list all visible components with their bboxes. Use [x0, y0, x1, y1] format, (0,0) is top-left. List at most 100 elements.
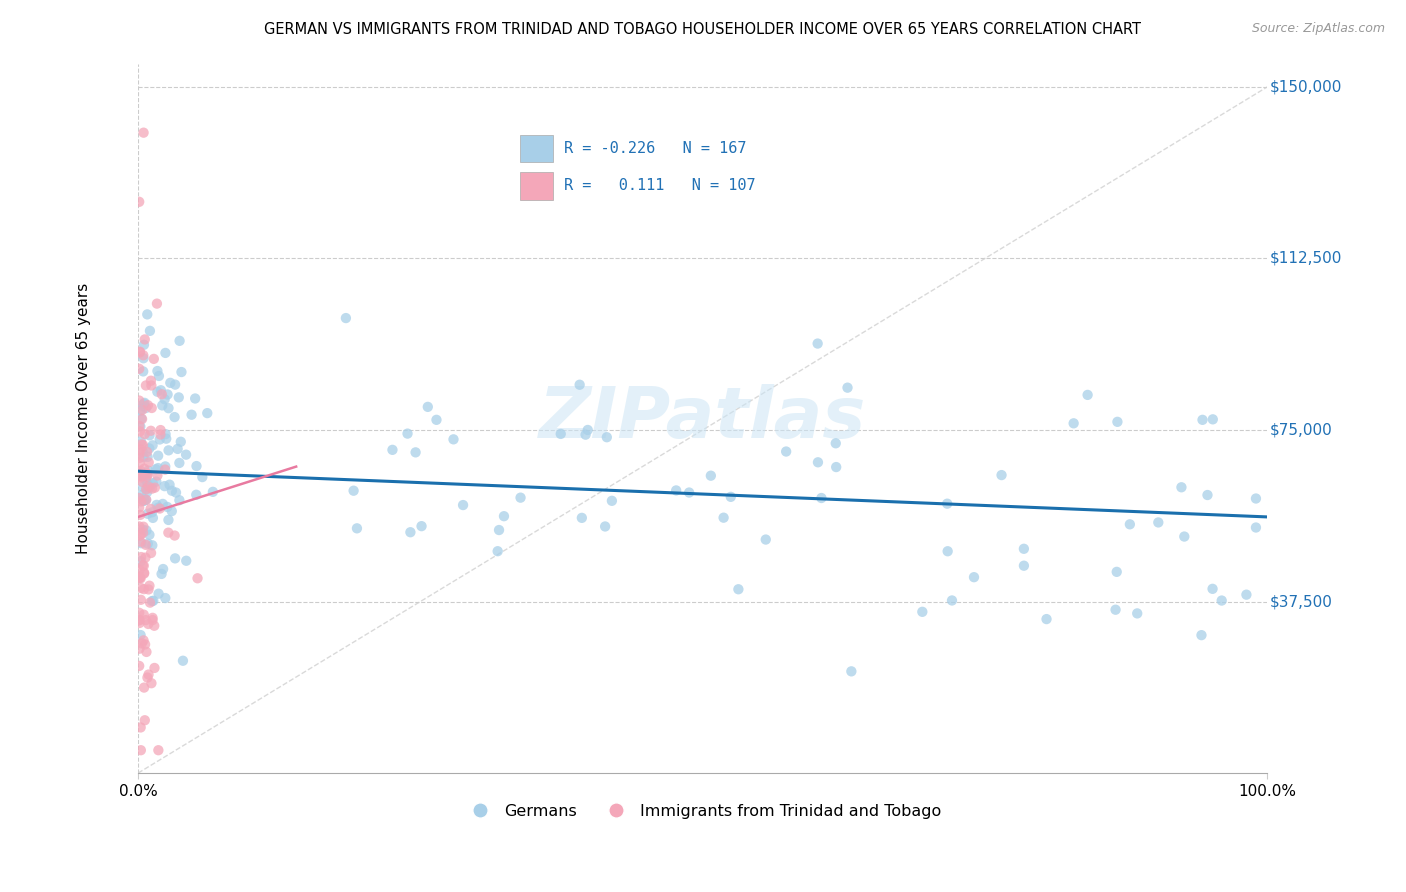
Germans — [157, 443, 180, 458]
Germans — [170, 365, 193, 379]
Immigrants from Trinidad and Tobago — [134, 550, 156, 565]
Immigrants from Trinidad and Tobago — [128, 466, 150, 480]
Germans — [411, 519, 433, 533]
Immigrants from Trinidad and Tobago — [129, 442, 152, 457]
Immigrants from Trinidad and Tobago — [141, 401, 163, 415]
Germans — [155, 346, 177, 360]
Germans — [163, 410, 186, 425]
Immigrants from Trinidad and Tobago — [186, 571, 208, 585]
Text: Householder Income Over 65 years: Householder Income Over 65 years — [76, 283, 91, 554]
Immigrants from Trinidad and Tobago — [129, 721, 152, 735]
Immigrants from Trinidad and Tobago — [129, 549, 152, 564]
Germans — [138, 528, 160, 542]
Immigrants from Trinidad and Tobago — [141, 676, 163, 690]
Germans — [131, 399, 153, 413]
Immigrants from Trinidad and Tobago — [148, 743, 170, 757]
Immigrants from Trinidad and Tobago — [128, 194, 150, 209]
Germans — [509, 491, 531, 505]
Immigrants from Trinidad and Tobago — [131, 475, 153, 489]
Germans — [550, 426, 572, 441]
Germans — [665, 483, 688, 498]
Germans — [342, 483, 364, 498]
Germans — [1147, 516, 1170, 530]
Germans — [131, 444, 153, 458]
Germans — [335, 311, 357, 326]
Germans — [1035, 612, 1057, 626]
Immigrants from Trinidad and Tobago — [142, 351, 165, 366]
Germans — [807, 455, 830, 469]
Immigrants from Trinidad and Tobago — [132, 633, 155, 648]
Immigrants from Trinidad and Tobago — [129, 581, 152, 595]
Germans — [136, 450, 159, 464]
Immigrants from Trinidad and Tobago — [163, 528, 186, 542]
Immigrants from Trinidad and Tobago — [128, 613, 150, 627]
Immigrants from Trinidad and Tobago — [129, 527, 152, 541]
Immigrants from Trinidad and Tobago — [136, 467, 159, 482]
Immigrants from Trinidad and Tobago — [128, 450, 150, 465]
Germans — [1012, 541, 1035, 556]
Germans — [596, 430, 619, 444]
Legend: Germans, Immigrants from Trinidad and Tobago: Germans, Immigrants from Trinidad and To… — [457, 797, 948, 825]
Immigrants from Trinidad and Tobago — [128, 571, 150, 585]
Germans — [149, 433, 172, 447]
Immigrants from Trinidad and Tobago — [136, 398, 159, 412]
Germans — [155, 459, 177, 474]
Immigrants from Trinidad and Tobago — [141, 378, 163, 392]
Immigrants from Trinidad and Tobago — [157, 525, 180, 540]
Germans — [145, 498, 167, 512]
Immigrants from Trinidad and Tobago — [128, 361, 150, 376]
Germans — [132, 493, 155, 508]
Germans — [405, 445, 427, 459]
Immigrants from Trinidad and Tobago — [128, 641, 150, 656]
Germans — [775, 444, 797, 458]
Germans — [837, 381, 859, 395]
Immigrants from Trinidad and Tobago — [128, 500, 150, 515]
Immigrants from Trinidad and Tobago — [128, 615, 150, 630]
Immigrants from Trinidad and Tobago — [128, 491, 150, 505]
Germans — [576, 423, 599, 437]
Immigrants from Trinidad and Tobago — [135, 538, 157, 552]
Text: $150,000: $150,000 — [1270, 79, 1341, 95]
Immigrants from Trinidad and Tobago — [132, 520, 155, 534]
Immigrants from Trinidad and Tobago — [135, 492, 157, 507]
Immigrants from Trinidad and Tobago — [128, 393, 150, 408]
Germans — [1202, 412, 1225, 426]
Immigrants from Trinidad and Tobago — [128, 571, 150, 585]
Germans — [132, 338, 155, 352]
Germans — [131, 469, 153, 483]
Immigrants from Trinidad and Tobago — [139, 501, 162, 516]
Germans — [1244, 520, 1267, 534]
Text: $37,500: $37,500 — [1270, 594, 1333, 609]
Germans — [139, 324, 162, 338]
Germans — [131, 488, 153, 502]
Germans — [129, 419, 152, 434]
Germans — [416, 400, 439, 414]
Immigrants from Trinidad and Tobago — [150, 387, 173, 401]
Germans — [1012, 558, 1035, 573]
Germans — [1107, 415, 1129, 429]
Bar — [520, 172, 553, 200]
Germans — [841, 665, 863, 679]
Immigrants from Trinidad and Tobago — [128, 563, 150, 577]
Germans — [150, 566, 173, 581]
Text: GERMAN VS IMMIGRANTS FROM TRINIDAD AND TOBAGO HOUSEHOLDER INCOME OVER 65 YEARS C: GERMAN VS IMMIGRANTS FROM TRINIDAD AND T… — [264, 22, 1142, 37]
Germans — [129, 491, 152, 506]
Germans — [165, 551, 187, 566]
Germans — [911, 605, 934, 619]
Germans — [492, 509, 515, 524]
Germans — [156, 500, 179, 514]
Immigrants from Trinidad and Tobago — [143, 619, 166, 633]
Immigrants from Trinidad and Tobago — [139, 374, 162, 388]
Immigrants from Trinidad and Tobago — [128, 345, 150, 359]
Immigrants from Trinidad and Tobago — [149, 501, 172, 516]
Immigrants from Trinidad and Tobago — [132, 607, 155, 622]
Germans — [136, 507, 159, 521]
Immigrants from Trinidad and Tobago — [135, 470, 157, 484]
Germans — [1211, 593, 1233, 607]
Germans — [134, 493, 156, 508]
Germans — [145, 475, 167, 489]
Germans — [159, 376, 181, 390]
Germans — [150, 399, 173, 413]
Germans — [593, 519, 616, 533]
Germans — [425, 413, 447, 427]
